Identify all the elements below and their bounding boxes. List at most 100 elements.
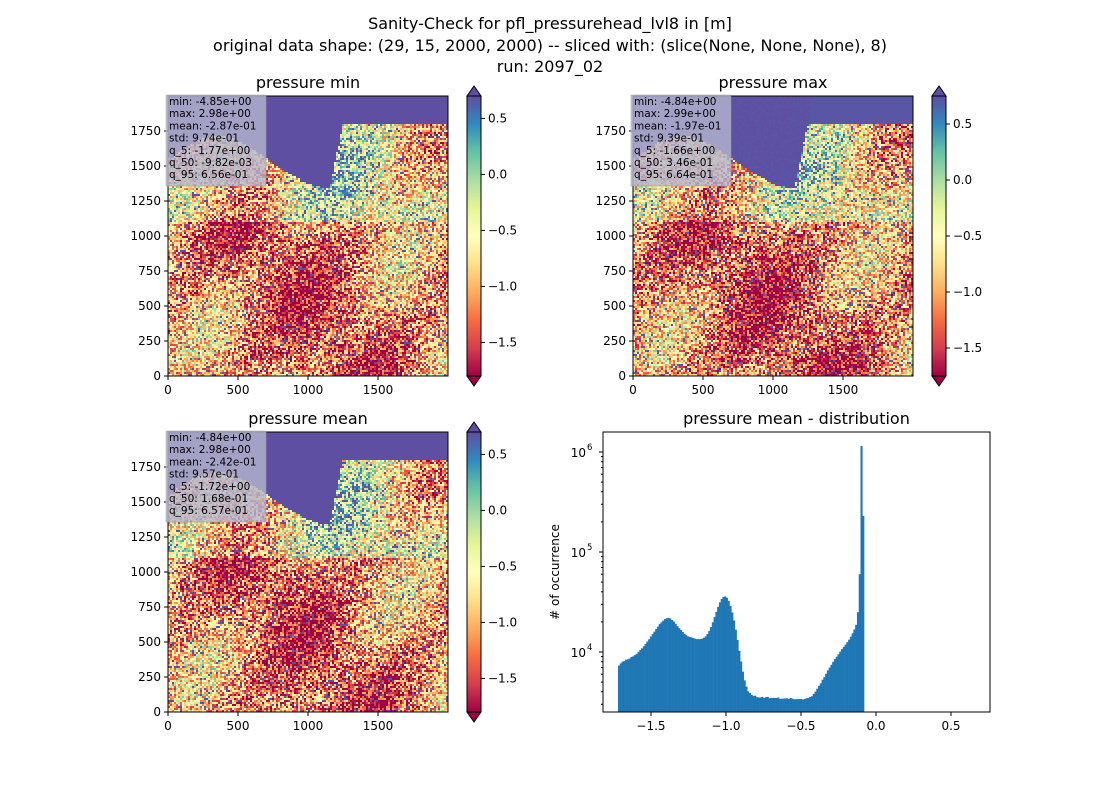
colorbar-extend-max xyxy=(466,85,482,97)
y-tick-label: 10 xyxy=(571,546,586,560)
colorbar-gradient xyxy=(932,96,946,376)
x-tick-label: 0 xyxy=(164,719,172,733)
histogram-bar xyxy=(664,619,667,712)
histogram-bar xyxy=(642,646,645,712)
histogram-bar xyxy=(635,653,638,712)
histogram-bar xyxy=(669,618,672,712)
y-axis-label: # of occurrence xyxy=(548,524,562,620)
histogram-bar xyxy=(667,617,670,712)
colorbar-frame xyxy=(466,431,482,713)
stats-line: min: -4.85e+00 xyxy=(169,96,251,108)
colorbar-frame xyxy=(466,95,482,377)
histogram-bar xyxy=(671,619,674,712)
histogram-bar xyxy=(740,661,743,712)
colorbar-tick-label: −0.5 xyxy=(488,223,517,237)
colorbar-tick-label: −0.5 xyxy=(488,559,517,573)
figure-title-line-2: original data shape: (29, 15, 2000, 2000… xyxy=(213,36,887,55)
colorbar-tick-label: −1.5 xyxy=(953,341,982,355)
histogram-bar xyxy=(814,691,817,712)
histogram-bar xyxy=(648,639,651,712)
histogram-bar xyxy=(828,667,831,712)
colorbar-tick-label: −1.0 xyxy=(953,285,982,299)
colorbar: 0.5 0.0 −0.5 −1.0 −1.5 xyxy=(466,85,517,387)
histogram-bar xyxy=(786,698,789,712)
histogram-bar xyxy=(823,677,826,712)
histogram-bar xyxy=(768,698,771,712)
y-tick-label: 10 xyxy=(571,646,586,660)
y-tick-label: 250 xyxy=(138,334,161,348)
histogram-bar xyxy=(637,651,640,712)
stats-line: min: -4.84e+00 xyxy=(634,96,716,108)
stats-box-bg xyxy=(165,94,267,187)
histogram-bar xyxy=(632,656,635,712)
y-tick-label: 1750 xyxy=(595,124,626,138)
histogram-bar xyxy=(658,624,661,712)
colorbar-tick-label: 0.0 xyxy=(488,503,507,517)
x-tick-label: −1.0 xyxy=(711,719,740,733)
histogram-bar xyxy=(812,693,815,712)
colorbar-tick-label: 0.0 xyxy=(488,167,507,181)
y-tick-label: 1250 xyxy=(130,194,161,208)
histogram-bar xyxy=(646,641,649,712)
histogram-bar xyxy=(655,629,658,712)
histogram-bar xyxy=(791,698,794,712)
histogram-bar xyxy=(832,661,835,712)
colorbar-tick-label: 0.5 xyxy=(488,111,507,125)
panel-pressure-mean: pressure mean 0 500 1000 1500 0 250 500 750 1000 1… xyxy=(130,409,517,733)
colorbar-tick-label: 0.5 xyxy=(488,447,507,461)
histogram-bar xyxy=(771,697,775,712)
colorbar-extend-min xyxy=(931,375,947,387)
histogram-bar xyxy=(764,697,767,712)
colorbar-tick-label: −1.0 xyxy=(488,615,517,629)
histogram-bar xyxy=(807,697,810,712)
y-tick-exponent: 6 xyxy=(587,443,592,453)
colorbar-tick-label: −0.5 xyxy=(953,229,982,243)
histogram-bar xyxy=(841,649,844,712)
y-tick-label: 500 xyxy=(138,635,161,649)
histogram-bar xyxy=(741,671,744,712)
histogram-bar xyxy=(738,650,741,712)
histogram-bar xyxy=(722,596,725,712)
histogram-bar xyxy=(757,697,760,712)
stats-line: min: -4.84e+00 xyxy=(169,432,251,444)
y-tick-label: 1500 xyxy=(595,159,626,173)
histogram-bar xyxy=(727,600,730,712)
histogram-bar xyxy=(688,636,691,712)
histogram-bar xyxy=(835,656,838,712)
histogram-bar xyxy=(810,696,813,712)
x-tick-label: 1500 xyxy=(828,383,859,397)
y-tick-label: 0 xyxy=(618,369,626,383)
y-tick-label: 1000 xyxy=(130,229,161,243)
histogram-bar xyxy=(818,685,821,712)
y-tick-label: 750 xyxy=(138,600,161,614)
histogram-bar xyxy=(619,663,622,712)
histogram-bar xyxy=(715,611,718,712)
histogram-bar xyxy=(681,631,684,712)
histogram-bar xyxy=(699,639,702,712)
histogram-bar xyxy=(862,515,865,712)
histogram-bar xyxy=(674,623,677,712)
histogram-bar xyxy=(842,646,845,712)
histogram-bar xyxy=(761,696,764,712)
histogram-bar xyxy=(720,599,723,712)
histogram-bar xyxy=(679,630,683,712)
colorbar-extend-min xyxy=(466,375,482,387)
y-tick-exponent: 5 xyxy=(587,543,592,553)
histogram-bar xyxy=(717,606,720,712)
y-tick-label: 1000 xyxy=(595,229,626,243)
histogram-bar xyxy=(618,665,621,712)
histogram-bar xyxy=(780,698,783,712)
histogram-bar xyxy=(687,636,690,712)
panel-title: pressure min xyxy=(256,73,360,92)
histogram-bar xyxy=(860,445,863,712)
stats-line: q_5: -1.77e+00 xyxy=(169,145,250,157)
histogram-bar xyxy=(641,648,644,712)
x-tick-label: 0.5 xyxy=(941,719,960,733)
stats-line: std: 9.57e-01 xyxy=(169,469,239,481)
histogram-bars xyxy=(618,445,865,712)
colorbar-tick-label: 0.5 xyxy=(953,117,972,131)
histogram-bar xyxy=(713,617,716,712)
x-tick-label: 0 xyxy=(164,383,172,397)
histogram-bar xyxy=(731,612,734,712)
